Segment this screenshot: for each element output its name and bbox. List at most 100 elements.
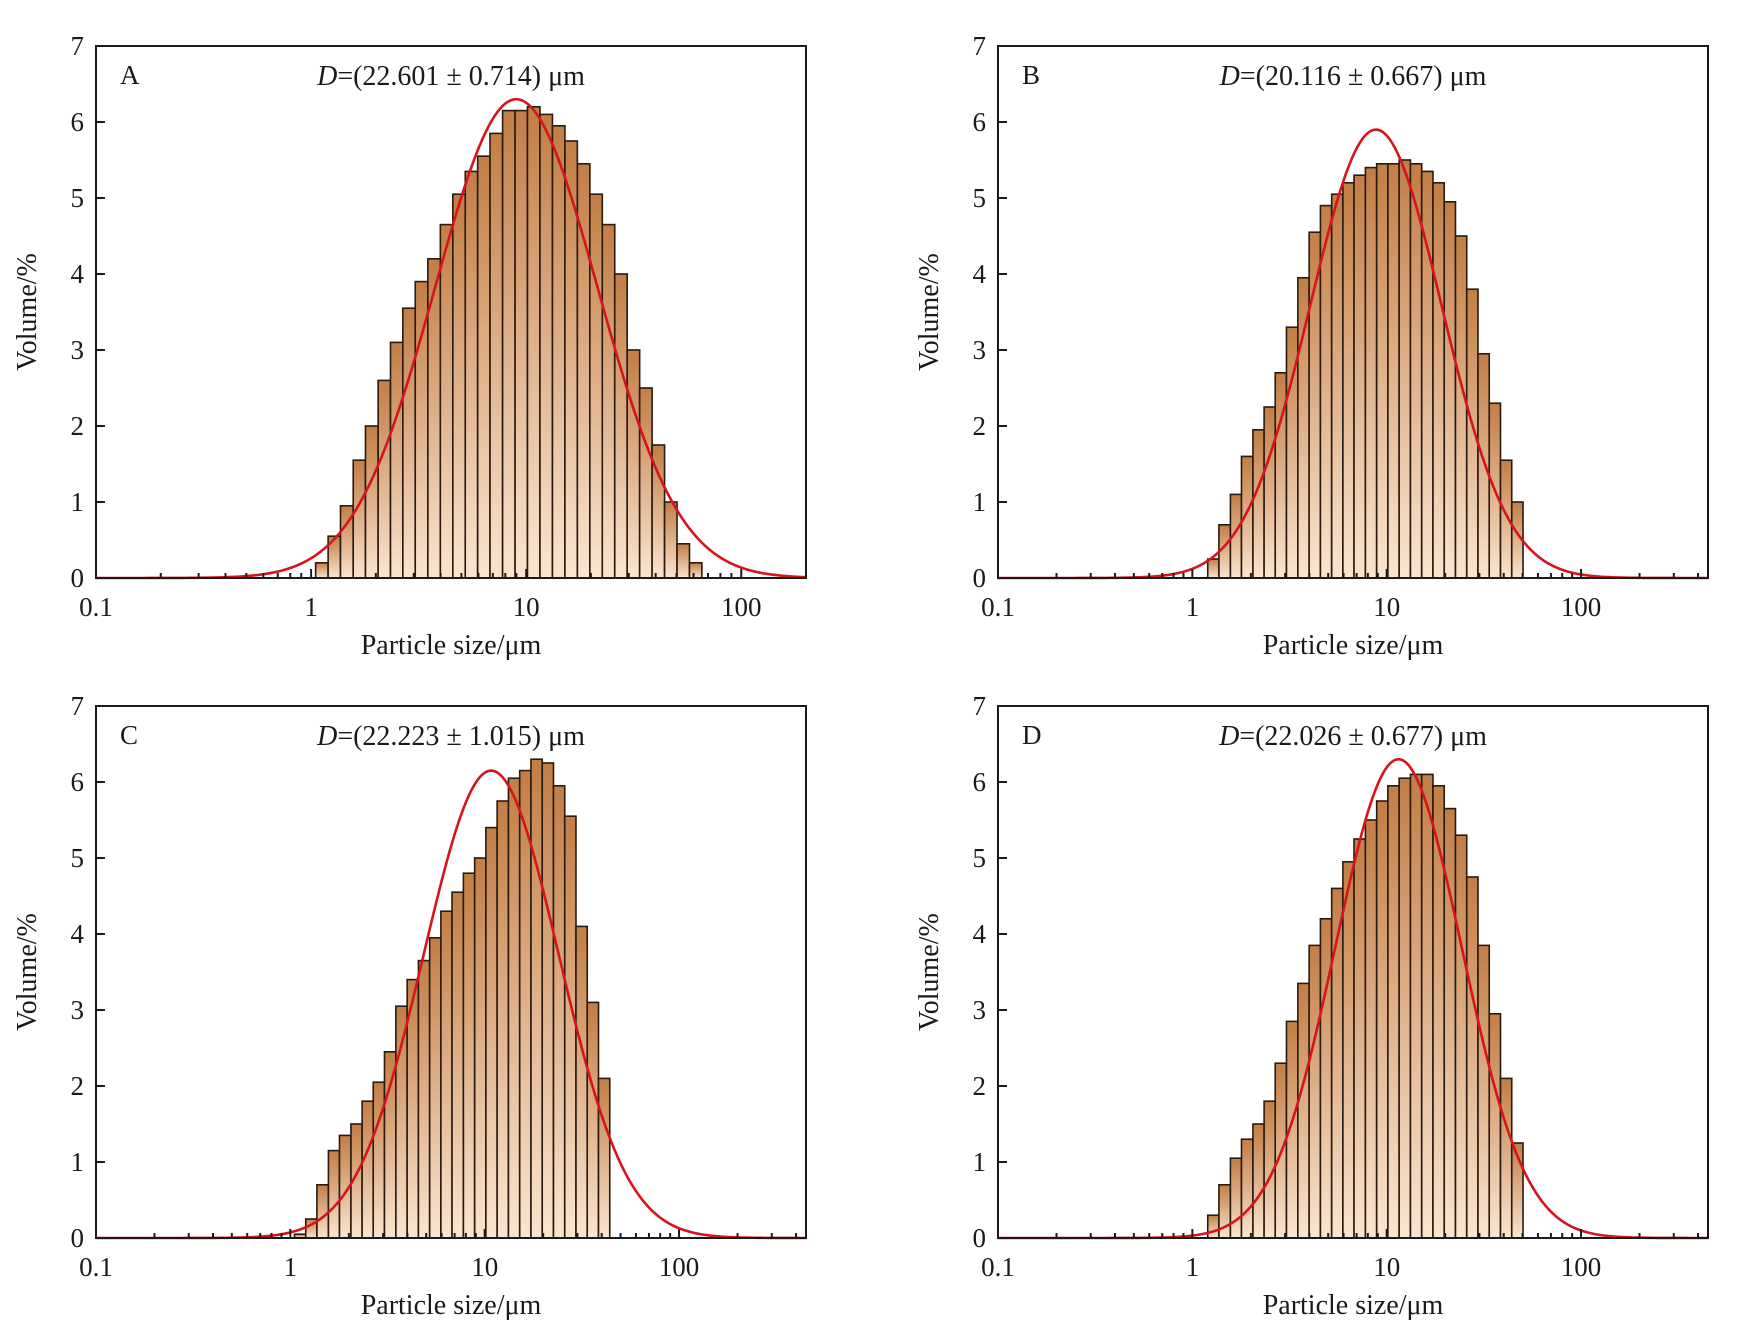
plot-frame [95, 45, 807, 579]
annotation-variable: D [316, 721, 337, 752]
annotation-variable: D [1219, 61, 1240, 92]
x-axis-title: Particle size/μm [1263, 1290, 1444, 1321]
histogram-bar [1263, 406, 1277, 579]
x-tick-label: 0.1 [79, 1252, 113, 1282]
histogram-bar [414, 280, 429, 579]
histogram-bar [476, 155, 491, 579]
x-axis-title: Particle size/μm [361, 630, 542, 661]
histogram-bar [1297, 276, 1310, 579]
y-tick-label: 6 [973, 767, 987, 797]
histogram-bar [1252, 428, 1265, 579]
histogram-bar [613, 273, 628, 579]
diameter-annotation: D=(22.026 ± 0.677) μm [1218, 721, 1487, 752]
histogram-bar [316, 1184, 330, 1239]
histogram-bar [383, 1051, 397, 1239]
histogram-bar [389, 341, 404, 579]
diameter-annotation: D=(20.116 ± 0.667) μm [1219, 61, 1487, 92]
histogram-bar [1252, 1123, 1265, 1239]
histogram-bar [352, 459, 367, 579]
histogram-bar [1443, 201, 1457, 579]
histogram-bar [452, 193, 467, 579]
histogram-bar [1432, 784, 1446, 1239]
histogram-bar [1477, 352, 1491, 579]
x-axis: 0.1 1 10 100 [981, 1229, 1700, 1282]
histogram-bar [626, 349, 641, 579]
histogram-bar [507, 777, 521, 1239]
y-tick-label: 5 [973, 843, 987, 873]
y-tick-label: 1 [71, 1147, 85, 1177]
panel-d: 0 1 2 3 4 5 6 7 0.1 1 10 100 Particle size/μm Volume/… [914, 691, 1709, 1321]
y-tick-label: 1 [973, 487, 987, 517]
y-tick-label: 3 [71, 995, 85, 1025]
histogram-bar [501, 109, 516, 579]
x-tick-label: 0.1 [981, 592, 1015, 622]
panel-a: 0 1 2 3 4 5 6 7 0.1 1 10 100 Particle size/μm Volume/… [12, 31, 807, 661]
y-tick-label: 6 [71, 107, 85, 137]
y-tick-label: 4 [973, 259, 987, 289]
histogram-bar [489, 132, 504, 579]
histogram-bar [1454, 834, 1468, 1239]
histogram-bar [1342, 182, 1355, 579]
histogram-bar [597, 1077, 611, 1239]
histogram-bar [440, 910, 453, 1239]
panel-letter: A [120, 60, 140, 90]
y-axis-title: Volume/% [12, 913, 43, 1031]
y-tick-label: 1 [973, 1147, 987, 1177]
histogram-bar [1364, 819, 1378, 1239]
x-tick-label: 100 [659, 1252, 700, 1282]
x-axis: 0.1 1 10 100 [79, 1229, 798, 1282]
y-tick-label: 6 [973, 107, 987, 137]
y-axis: 0 1 2 3 4 5 6 7 [71, 31, 105, 593]
histogram-bar [417, 959, 431, 1239]
histogram-bar [473, 857, 487, 1239]
x-tick-label: 10 [513, 592, 540, 622]
histogram-bar [1398, 777, 1412, 1239]
y-tick-label: 4 [71, 919, 85, 949]
histogram-bar [1387, 163, 1400, 579]
y-tick-label: 4 [973, 919, 987, 949]
y-tick-label: 7 [973, 691, 987, 721]
histogram-bar [1206, 1214, 1220, 1239]
histogram-bars [314, 106, 703, 579]
histogram-bar [1387, 784, 1400, 1239]
histogram-bar [428, 936, 442, 1239]
histogram-bar [1330, 193, 1344, 579]
x-tick-label: 1 [304, 592, 318, 622]
y-axis-title: Volume/% [12, 253, 43, 371]
y-tick-label: 3 [973, 335, 987, 365]
y-tick-label: 0 [71, 563, 85, 593]
y-tick-label: 0 [71, 1223, 85, 1253]
y-tick-label: 0 [973, 1223, 987, 1253]
x-axis: 0.1 1 10 100 [79, 569, 807, 622]
histogram-bar [439, 223, 454, 579]
histogram-bar [638, 387, 653, 579]
histogram-bar [526, 106, 541, 579]
histogram-bar [1375, 163, 1389, 579]
histogram-bar [514, 109, 529, 579]
histogram-bar [1206, 558, 1220, 579]
histogram-bars [1206, 773, 1524, 1239]
histogram-bar [1229, 1157, 1243, 1239]
y-tick-label: 2 [973, 411, 987, 441]
y-axis-title: Volume/% [914, 913, 945, 1031]
histogram-bar [1409, 773, 1423, 1239]
plot-frame [997, 705, 1709, 1239]
histogram-bar [552, 784, 566, 1239]
y-axis-title: Volume/% [914, 253, 945, 371]
histogram-bar [1420, 773, 1434, 1239]
panel-letter: B [1022, 60, 1040, 90]
y-tick-label: 7 [71, 691, 85, 721]
histogram-bar [451, 891, 465, 1239]
y-tick-label: 5 [973, 183, 987, 213]
histogram-bar [1375, 800, 1389, 1239]
histogram-bar [1398, 159, 1412, 579]
x-tick-label: 1 [1186, 1252, 1200, 1282]
histogram-bar [601, 223, 616, 579]
histogram-bar [530, 758, 544, 1239]
x-tick-label: 0.1 [79, 592, 113, 622]
histogram-bar [541, 762, 555, 1239]
y-tick-label: 2 [71, 411, 85, 441]
y-tick-label: 0 [973, 563, 987, 593]
histogram-bar [663, 501, 678, 579]
